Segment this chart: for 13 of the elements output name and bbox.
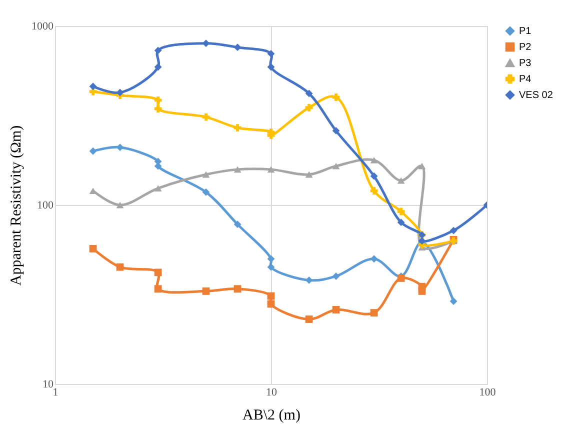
y-tick-label: 1000 [32, 20, 54, 32]
x-tick-label: 100 [479, 386, 496, 398]
y-tick-label: 10 [42, 378, 54, 390]
legend-label: P2 [519, 42, 532, 53]
y-axis-title: Apparent Resistivity (Ωm) [8, 125, 24, 286]
x-tick-label: 10 [266, 386, 278, 398]
legend-label: P4 [519, 74, 532, 85]
y-tick-label: 100 [37, 200, 54, 212]
x-axis-title: AB\2 (m) [242, 408, 300, 424]
legend-label: VES 02 [519, 90, 554, 101]
x-tick-label: 1 [52, 386, 58, 398]
legend-label: P3 [519, 58, 532, 69]
legend-label: P1 [519, 26, 532, 37]
